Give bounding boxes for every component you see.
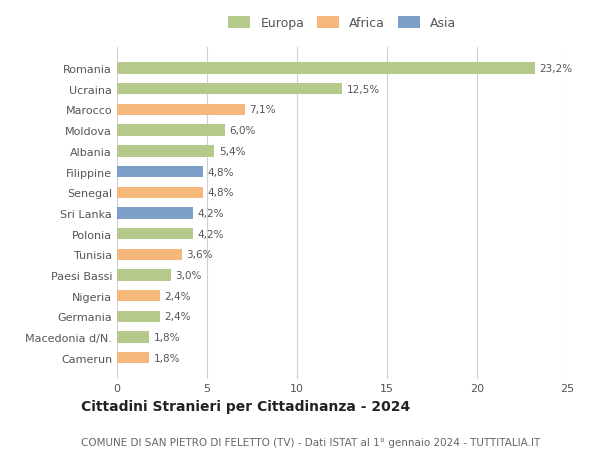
Text: 2,4%: 2,4% [164, 312, 191, 322]
Bar [117, 249, 182, 260]
Text: 4,2%: 4,2% [197, 208, 224, 218]
Text: 4,8%: 4,8% [208, 188, 235, 198]
Text: 12,5%: 12,5% [347, 84, 380, 95]
Text: 5,4%: 5,4% [218, 146, 245, 157]
Bar [117, 105, 245, 116]
Text: 3,0%: 3,0% [176, 270, 202, 280]
Bar [117, 167, 203, 178]
Legend: Europa, Africa, Asia: Europa, Africa, Asia [225, 15, 459, 33]
Bar [117, 84, 342, 95]
Text: 2,4%: 2,4% [164, 291, 191, 301]
Bar [117, 270, 171, 281]
Bar [117, 187, 203, 198]
Bar [117, 125, 225, 136]
Text: 4,2%: 4,2% [197, 229, 224, 239]
Bar [117, 311, 160, 322]
Text: 6,0%: 6,0% [229, 126, 256, 136]
Text: 7,1%: 7,1% [250, 105, 276, 115]
Bar [117, 291, 160, 302]
Text: COMUNE DI SAN PIETRO DI FELETTO (TV) - Dati ISTAT al 1° gennaio 2024 - TUTTITALI: COMUNE DI SAN PIETRO DI FELETTO (TV) - D… [81, 437, 540, 448]
Bar [117, 146, 214, 157]
Bar [117, 332, 149, 343]
Text: 1,8%: 1,8% [154, 332, 181, 342]
Text: 4,8%: 4,8% [208, 167, 235, 177]
Bar [117, 63, 535, 74]
Bar [117, 353, 149, 364]
Text: 23,2%: 23,2% [539, 64, 572, 74]
Bar [117, 229, 193, 240]
Text: 1,8%: 1,8% [154, 353, 181, 363]
Text: 3,6%: 3,6% [187, 250, 213, 260]
Text: Cittadini Stranieri per Cittadinanza - 2024: Cittadini Stranieri per Cittadinanza - 2… [81, 399, 410, 413]
Bar [117, 208, 193, 219]
